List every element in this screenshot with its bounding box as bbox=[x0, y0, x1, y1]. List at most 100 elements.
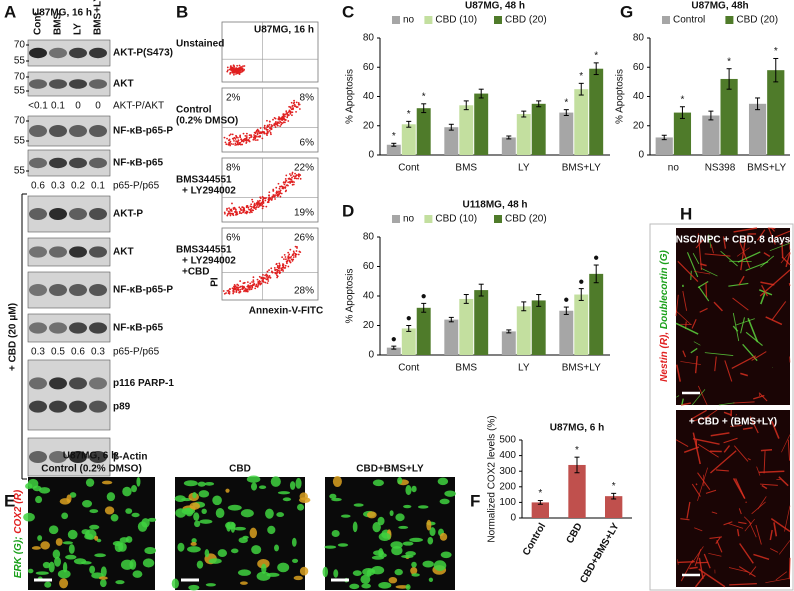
ratio-value: 0.6 bbox=[31, 181, 45, 192]
cell bbox=[397, 477, 403, 485]
y-tick-label: 500 bbox=[499, 435, 516, 446]
image-label: NSC/NPC + CBD, 8 days bbox=[676, 235, 791, 246]
bar bbox=[748, 103, 767, 155]
cell bbox=[390, 541, 403, 549]
flow-dot bbox=[241, 285, 244, 288]
flow-dot bbox=[248, 137, 251, 139]
fiber bbox=[788, 557, 791, 580]
fiber bbox=[751, 501, 766, 515]
flow-dot bbox=[278, 118, 281, 121]
panel-letter: B bbox=[176, 2, 188, 21]
flow-dot bbox=[264, 274, 267, 277]
flow-dot bbox=[260, 282, 263, 285]
flow-dot bbox=[226, 70, 229, 73]
blot-band bbox=[89, 284, 107, 296]
fiber bbox=[753, 553, 770, 560]
flow-dot bbox=[252, 276, 255, 279]
fiber bbox=[693, 270, 711, 275]
flow-dot bbox=[252, 281, 255, 283]
flow-dot bbox=[228, 134, 231, 137]
blot-label: NF-κB-p65-P bbox=[113, 285, 173, 296]
cell bbox=[225, 488, 230, 493]
cell bbox=[82, 500, 93, 508]
blot-band bbox=[49, 400, 67, 413]
cell bbox=[293, 575, 303, 581]
fiber bbox=[681, 398, 684, 405]
cell bbox=[122, 486, 132, 497]
fiber bbox=[723, 445, 731, 453]
y-tick-label: 60 bbox=[363, 261, 375, 272]
quadrant-value: 22% bbox=[294, 163, 314, 174]
flow-dot bbox=[261, 131, 264, 134]
flow-dot bbox=[290, 101, 293, 104]
flow-dot bbox=[233, 73, 235, 76]
flow-dot bbox=[246, 205, 249, 208]
fiber bbox=[697, 443, 719, 458]
blot-label: AKT bbox=[113, 247, 134, 258]
flow-dot bbox=[281, 266, 284, 269]
cell bbox=[201, 508, 207, 515]
x-tick-label: no bbox=[668, 163, 680, 174]
flow-dot bbox=[230, 208, 232, 211]
fiber bbox=[691, 483, 701, 497]
fiber bbox=[740, 317, 746, 334]
flow-dot bbox=[226, 207, 228, 210]
y-tick-label: 400 bbox=[499, 450, 516, 461]
flow-dot bbox=[272, 190, 275, 192]
cell bbox=[371, 566, 385, 575]
flow-dot bbox=[248, 211, 251, 214]
flow-dot bbox=[239, 290, 242, 293]
flow-dot bbox=[268, 130, 271, 132]
flow-dot bbox=[276, 266, 279, 269]
legend-label: Control bbox=[673, 15, 705, 26]
cell bbox=[277, 491, 291, 495]
blot-band bbox=[49, 79, 67, 89]
cell bbox=[31, 546, 41, 550]
cell bbox=[427, 536, 434, 545]
flow-dot bbox=[245, 137, 247, 140]
x-tick-label: CBD+BMS+LY bbox=[578, 521, 621, 585]
fiber bbox=[708, 234, 712, 249]
flow-dot bbox=[232, 214, 235, 217]
blot-band bbox=[49, 284, 67, 296]
cell bbox=[98, 576, 108, 580]
flow-dot bbox=[285, 258, 287, 261]
flow-dot bbox=[256, 128, 259, 131]
cell bbox=[282, 497, 292, 502]
fiber bbox=[680, 518, 690, 521]
flow-dot bbox=[254, 208, 257, 211]
fiber bbox=[710, 450, 737, 474]
flow-dot bbox=[295, 250, 298, 252]
flow-dot bbox=[234, 287, 237, 290]
flow-dot bbox=[232, 289, 235, 291]
flow-dot bbox=[284, 119, 287, 121]
fiber bbox=[738, 521, 747, 525]
flow-dot bbox=[231, 133, 234, 136]
cell bbox=[428, 577, 434, 583]
fiber bbox=[696, 561, 709, 564]
legend-label: CBD (10) bbox=[435, 15, 477, 26]
ratio-value: 0 bbox=[95, 101, 101, 112]
flow-dot bbox=[294, 245, 297, 248]
flow-dot bbox=[271, 195, 274, 198]
blot-band bbox=[49, 47, 67, 59]
cell bbox=[274, 544, 280, 552]
flow-dot bbox=[287, 251, 290, 254]
flow-dot bbox=[274, 121, 277, 123]
cell bbox=[322, 566, 329, 578]
blot-band bbox=[29, 125, 47, 137]
flow-dot bbox=[230, 142, 233, 145]
significance-mark: ● bbox=[391, 334, 397, 345]
flow-dot bbox=[284, 256, 287, 258]
blot-band bbox=[49, 322, 67, 334]
cell bbox=[101, 480, 113, 485]
flow-dot bbox=[290, 255, 293, 258]
flow-dot bbox=[274, 272, 277, 275]
cell bbox=[32, 485, 42, 492]
fiber bbox=[787, 439, 791, 461]
bar bbox=[531, 300, 546, 355]
flow-dot bbox=[223, 292, 226, 295]
flow-dot bbox=[253, 207, 256, 209]
flow-dot bbox=[270, 270, 273, 273]
flow-dot bbox=[234, 211, 236, 213]
